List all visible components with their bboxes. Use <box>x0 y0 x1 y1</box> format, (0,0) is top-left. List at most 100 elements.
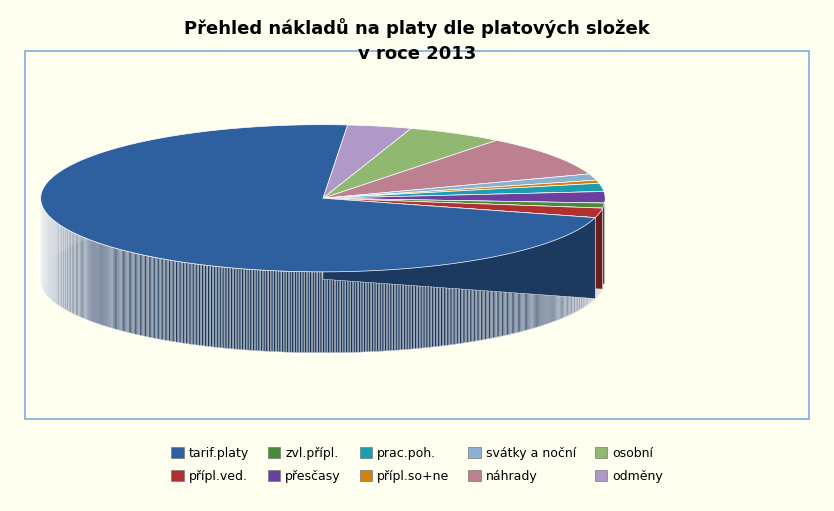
Polygon shape <box>354 271 355 353</box>
Polygon shape <box>537 246 538 327</box>
Polygon shape <box>259 270 261 351</box>
Polygon shape <box>277 271 279 352</box>
Polygon shape <box>258 270 259 351</box>
Polygon shape <box>497 256 498 337</box>
Polygon shape <box>264 270 265 351</box>
Polygon shape <box>542 244 544 326</box>
Polygon shape <box>125 251 127 332</box>
Polygon shape <box>423 267 424 348</box>
Polygon shape <box>463 262 464 343</box>
Polygon shape <box>478 260 480 341</box>
Polygon shape <box>239 268 240 350</box>
Polygon shape <box>174 261 176 342</box>
Polygon shape <box>444 265 445 346</box>
Polygon shape <box>85 238 86 319</box>
Polygon shape <box>563 237 564 318</box>
Polygon shape <box>213 266 214 347</box>
Polygon shape <box>89 240 90 321</box>
Polygon shape <box>416 268 418 349</box>
Polygon shape <box>193 264 194 345</box>
Polygon shape <box>464 262 465 343</box>
Polygon shape <box>398 269 399 350</box>
Polygon shape <box>267 270 269 352</box>
Polygon shape <box>208 265 209 346</box>
Polygon shape <box>136 253 138 335</box>
Polygon shape <box>115 248 116 329</box>
Polygon shape <box>165 259 166 340</box>
Polygon shape <box>559 238 560 319</box>
Polygon shape <box>546 243 547 324</box>
Polygon shape <box>84 238 85 319</box>
Polygon shape <box>133 253 135 334</box>
Polygon shape <box>224 267 226 349</box>
Polygon shape <box>460 263 461 343</box>
Polygon shape <box>240 269 242 350</box>
Polygon shape <box>323 198 603 218</box>
Polygon shape <box>295 271 296 353</box>
Polygon shape <box>508 253 510 335</box>
Polygon shape <box>246 269 248 350</box>
Polygon shape <box>111 247 112 328</box>
Polygon shape <box>274 271 275 352</box>
Polygon shape <box>321 272 323 353</box>
Polygon shape <box>309 272 311 353</box>
Polygon shape <box>393 269 394 351</box>
Polygon shape <box>440 265 442 346</box>
Polygon shape <box>323 192 604 279</box>
Polygon shape <box>557 239 558 320</box>
Polygon shape <box>96 242 98 323</box>
Polygon shape <box>323 141 590 198</box>
Polygon shape <box>109 246 111 328</box>
Polygon shape <box>81 236 82 317</box>
Polygon shape <box>280 271 282 352</box>
Polygon shape <box>490 257 491 338</box>
Polygon shape <box>467 261 469 342</box>
Polygon shape <box>234 268 235 349</box>
Polygon shape <box>229 268 231 349</box>
Polygon shape <box>425 267 427 348</box>
Polygon shape <box>194 264 196 345</box>
Polygon shape <box>269 270 270 352</box>
Polygon shape <box>301 272 303 353</box>
Polygon shape <box>389 270 391 351</box>
Polygon shape <box>500 255 502 336</box>
Polygon shape <box>323 198 605 208</box>
Polygon shape <box>412 268 413 349</box>
Polygon shape <box>323 198 595 298</box>
Polygon shape <box>555 240 556 321</box>
Polygon shape <box>545 243 546 324</box>
Polygon shape <box>323 264 604 279</box>
Polygon shape <box>244 269 245 350</box>
Polygon shape <box>561 237 562 318</box>
Polygon shape <box>331 272 333 353</box>
Polygon shape <box>248 269 249 350</box>
Text: Přehled nákladů na platy dle platových složek
v roce 2013: Přehled nákladů na platy dle platových s… <box>184 18 650 63</box>
Polygon shape <box>173 261 174 342</box>
Polygon shape <box>265 270 267 352</box>
Polygon shape <box>323 272 324 353</box>
Polygon shape <box>343 272 344 353</box>
Polygon shape <box>237 268 239 350</box>
Polygon shape <box>391 270 393 351</box>
Polygon shape <box>510 253 512 334</box>
Polygon shape <box>355 271 357 352</box>
Polygon shape <box>469 261 470 342</box>
Polygon shape <box>365 271 367 352</box>
Polygon shape <box>379 270 380 352</box>
Polygon shape <box>495 256 497 337</box>
Polygon shape <box>127 251 128 332</box>
Polygon shape <box>157 258 158 339</box>
Polygon shape <box>141 254 143 336</box>
Polygon shape <box>242 269 244 350</box>
Polygon shape <box>192 263 193 344</box>
Polygon shape <box>474 260 475 341</box>
Polygon shape <box>435 266 436 347</box>
Polygon shape <box>386 270 388 351</box>
Polygon shape <box>323 183 604 198</box>
Polygon shape <box>99 243 100 324</box>
Polygon shape <box>552 241 553 322</box>
Polygon shape <box>183 262 184 343</box>
Polygon shape <box>445 264 447 345</box>
Polygon shape <box>256 270 258 351</box>
Polygon shape <box>372 271 374 352</box>
